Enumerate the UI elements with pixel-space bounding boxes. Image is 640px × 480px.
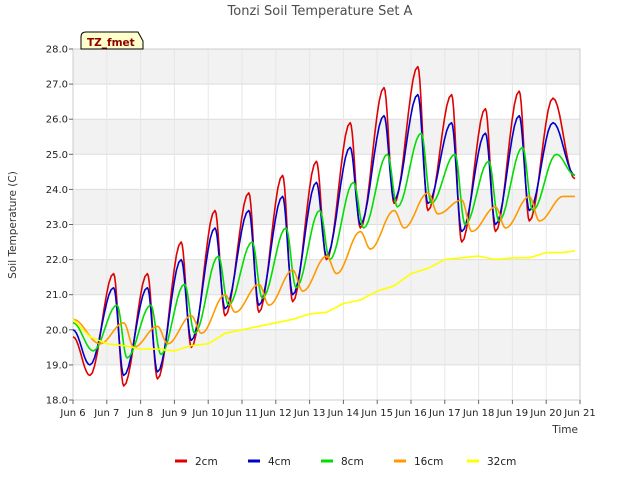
legend-label-4cm: 4cm [268, 456, 291, 468]
plot-bands [73, 49, 580, 365]
plot-band [73, 329, 580, 365]
y-axis-label: Soil Temperature (C) [7, 171, 19, 279]
series-line-32cm [72, 250, 576, 352]
x-tick-label: Jun 7 [93, 408, 119, 419]
series-line-4cm [72, 93, 576, 377]
x-tick-label: Jun 13 [293, 408, 326, 419]
y-tick-label: 18.0 [46, 396, 68, 407]
x-tick-label: Jun 15 [360, 408, 393, 419]
x-tick-label: Jun 18 [462, 408, 495, 419]
site-badge-box [80, 31, 144, 50]
x-axis: Jun 6 Jun 7 Jun 8 Jun 9 Jun 10 Jun 11 Jun 12 Ju… [59, 400, 596, 419]
x-tick-label: Jun 17 [428, 408, 461, 419]
x-tick-label: Jun 6 [59, 408, 85, 419]
x-axis-label: Time [551, 424, 578, 436]
x-tick-label: Jun 12 [259, 408, 292, 419]
y-tick-label: 20.0 [46, 325, 68, 336]
x-tick-label: Jun 20 [529, 408, 562, 419]
x-tick-label: Jun 19 [496, 408, 529, 419]
y-tick-label: 25.0 [46, 150, 68, 161]
chart-title: Tonzi Soil Temperature Set A [227, 4, 413, 19]
legend-label-8cm: 8cm [341, 456, 364, 468]
plot-area [72, 48, 581, 401]
legend: 2cm 4cm 8cm 16cm 32cm [175, 456, 516, 468]
plot-band [73, 259, 580, 295]
y-tick-label: 21.0 [46, 290, 68, 301]
series-line-8cm [72, 132, 576, 359]
x-tick-label: Jun 14 [327, 408, 360, 419]
x-tick-label: Jun 9 [161, 408, 187, 419]
y-tick-label: 28.0 [46, 45, 68, 56]
plot-band [73, 119, 580, 155]
x-tick-label: Jun 11 [225, 408, 258, 419]
x-tick-label: Jun 16 [394, 408, 427, 419]
x-tick-label: Jun 21 [563, 408, 596, 419]
y-tick-label: 23.0 [46, 220, 68, 231]
y-tick-label: 24.0 [46, 185, 68, 196]
site-badge-text: TZ_fmet [87, 37, 135, 49]
y-tick-label: 19.0 [46, 360, 68, 371]
y-tick-label: 26.0 [46, 115, 68, 126]
site-badge: TZ_fmet [80, 31, 144, 50]
series-line-16cm [72, 192, 575, 349]
series-layer [72, 65, 576, 387]
y-axis: 18.0 19.0 20.0 21.0 22.0 23.0 24.0 25.0 26.0 27.0… [46, 45, 73, 407]
legend-label-2cm: 2cm [195, 456, 218, 468]
plot-band [73, 49, 580, 85]
y-tick-label: 22.0 [46, 255, 68, 266]
legend-label-16cm: 16cm [414, 456, 443, 468]
x-tick-label: Jun 8 [127, 408, 153, 419]
x-tick-label: Jun 10 [191, 408, 224, 419]
legend-label-32cm: 32cm [487, 456, 516, 468]
y-tick-label: 27.0 [46, 80, 68, 91]
